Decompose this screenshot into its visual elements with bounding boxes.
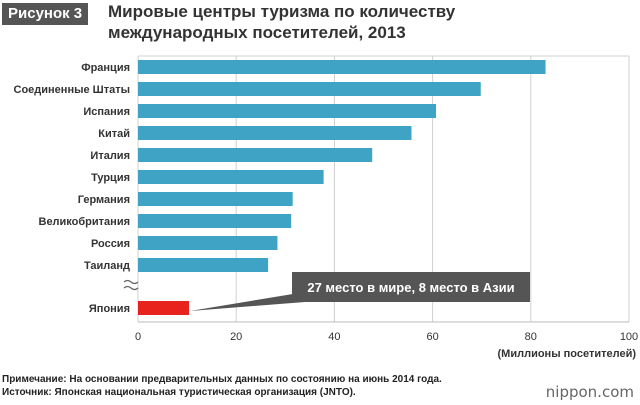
x-tick-label: 0 xyxy=(135,331,141,343)
axis-break-line xyxy=(123,285,139,291)
bar xyxy=(138,301,190,315)
category-label: Япония xyxy=(89,303,130,315)
chart-title-line-2: международных посетителей, 2013 xyxy=(108,23,406,42)
bar xyxy=(138,104,437,118)
x-tick-label: 60 xyxy=(426,331,438,343)
x-tick-label: 80 xyxy=(525,331,537,343)
bar xyxy=(138,236,278,250)
figure-label: Рисунок 3 xyxy=(2,3,89,25)
category-label: Италия xyxy=(90,150,130,162)
callout: 27 место в мире, 8 место в Азии xyxy=(190,272,530,311)
category-label: Турция xyxy=(91,172,130,184)
callout-pointer xyxy=(190,292,305,311)
x-tick-label: 20 xyxy=(230,331,242,343)
chart-title-line-1: Мировые центры туризма по количеству xyxy=(108,2,456,21)
category-label: Таиланд xyxy=(84,260,130,272)
category-label: Россия xyxy=(91,238,130,250)
source-text: Источник: Японская национальная туристич… xyxy=(2,387,356,398)
callout-text: 27 место в мире, 8 место в Азии xyxy=(307,280,514,295)
bars xyxy=(138,60,546,315)
category-label: Франция xyxy=(81,62,130,74)
axis-break-icon xyxy=(123,279,139,291)
bar xyxy=(138,214,292,228)
bar xyxy=(138,192,293,206)
bar xyxy=(138,82,481,96)
category-label: Соединенные Штаты xyxy=(14,84,130,96)
footnotes: Примечание: На основании предварительных… xyxy=(2,373,442,399)
category-label: Германия xyxy=(78,194,130,206)
bar xyxy=(138,60,546,74)
brand-logo: nippon.com xyxy=(545,383,634,401)
chart-title: Мировые центры туризма по количеству меж… xyxy=(108,1,628,43)
category-label: Китай xyxy=(98,128,130,140)
bar-chart: Франция Соединенные Штаты Испания Китай Итал… xyxy=(14,55,638,360)
category-labels: Франция Соединенные Штаты Испания Китай Итал… xyxy=(14,62,130,315)
callout-box xyxy=(292,272,530,302)
note-text: Примечание: На основании предварительных… xyxy=(2,374,442,385)
bar xyxy=(138,258,269,272)
category-label: Испания xyxy=(83,106,130,118)
x-tick-label: 100 xyxy=(620,331,638,343)
category-label: Великобритания xyxy=(39,216,131,228)
bar xyxy=(138,170,324,184)
bar xyxy=(138,148,373,162)
grid-lines xyxy=(137,55,630,323)
x-tick-labels: 0 20 40 60 80 100 xyxy=(135,331,638,343)
x-axis-label: (Миллионы посетителей) xyxy=(498,348,637,360)
axis-break-line xyxy=(123,279,139,285)
x-tick-label: 40 xyxy=(328,331,340,343)
bar xyxy=(138,126,412,140)
